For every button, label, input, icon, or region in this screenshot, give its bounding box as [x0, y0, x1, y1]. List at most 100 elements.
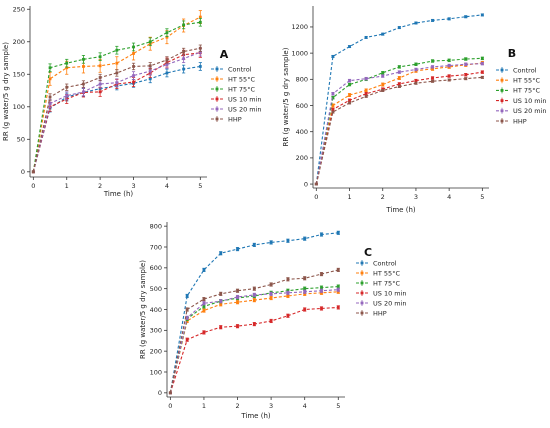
- y-tick-label: 0: [304, 180, 308, 188]
- data-point: [286, 314, 290, 318]
- series-line: [315, 62, 483, 185]
- data-point: [198, 15, 202, 19]
- series-line: [315, 71, 483, 185]
- x-tick-label: 5: [480, 193, 484, 201]
- legend-label: US 20 min: [228, 105, 262, 113]
- data-point: [381, 83, 385, 86]
- y-tick-label: 1200: [291, 23, 308, 31]
- data-point: [381, 32, 385, 36]
- x-axis-title: Time (h): [240, 412, 271, 420]
- data-point: [269, 292, 273, 296]
- data-point: [286, 289, 290, 293]
- data-point: [132, 80, 135, 84]
- data-point: [198, 46, 202, 50]
- series-ht-55-c: [31, 10, 202, 174]
- y-tick-label: 500: [150, 285, 162, 293]
- legend-swatch-marker: [215, 117, 219, 121]
- data-point: [185, 294, 189, 298]
- data-point: [65, 94, 69, 98]
- x-tick-label: 4: [447, 193, 451, 201]
- y-axis-title: RR (g water/5 g dry sample): [282, 47, 290, 146]
- data-point: [269, 241, 273, 244]
- data-point: [348, 45, 351, 48]
- data-point: [364, 94, 368, 98]
- data-point: [381, 71, 385, 75]
- data-point: [320, 233, 323, 236]
- data-point: [219, 292, 223, 296]
- data-point: [336, 306, 340, 309]
- legend-item: HHP: [356, 309, 387, 317]
- data-point: [236, 289, 239, 293]
- series-ht-75-c: [31, 17, 202, 174]
- legend-item: US 10 min: [496, 97, 547, 105]
- legend-item: US 20 min: [496, 107, 547, 115]
- data-point: [464, 15, 468, 19]
- legend: Control HT 55°C HT 75°C US 10 min US 20 min H…: [496, 66, 547, 125]
- legend-swatch-marker: [360, 271, 364, 275]
- data-point: [397, 82, 401, 86]
- y-tick-label: 50: [17, 136, 25, 144]
- data-point: [431, 79, 434, 83]
- data-point: [98, 55, 102, 59]
- data-point: [115, 48, 119, 52]
- data-point: [286, 291, 290, 295]
- legend-swatch-marker: [500, 99, 504, 102]
- series-us-20-min: [168, 287, 340, 395]
- data-point: [480, 70, 484, 74]
- series-line: [169, 306, 339, 393]
- series-line: [315, 63, 483, 185]
- series-line: [169, 291, 339, 393]
- x-tick-label: 4: [303, 402, 307, 410]
- legend-label: HT 75°C: [513, 87, 540, 95]
- series-line: [169, 289, 339, 393]
- data-point: [202, 268, 206, 272]
- data-point: [236, 300, 239, 304]
- legend-label: HHP: [228, 115, 242, 123]
- data-point: [98, 90, 102, 94]
- y-tick-label: 0: [21, 168, 25, 176]
- y-tick-label: 250: [13, 6, 25, 14]
- legend-swatch-marker: [500, 68, 504, 72]
- data-point: [252, 243, 256, 247]
- y-tick-label: 400: [296, 128, 308, 136]
- data-point: [132, 45, 135, 49]
- legend-swatch-marker: [360, 281, 364, 285]
- data-point: [65, 61, 69, 65]
- y-tick-label: 700: [150, 243, 162, 251]
- panel-letter: B: [508, 47, 516, 60]
- panel-letter: C: [364, 246, 372, 259]
- data-point: [336, 285, 340, 288]
- legend-item: HT 55°C: [496, 77, 540, 85]
- data-point: [236, 295, 239, 299]
- series-us-10-min: [168, 305, 340, 395]
- y-tick-label: 600: [150, 264, 162, 272]
- data-point: [397, 26, 401, 30]
- data-point: [185, 319, 189, 323]
- data-point: [480, 13, 484, 17]
- series-hhp: [31, 44, 202, 174]
- data-point: [303, 292, 307, 296]
- legend-swatch-marker: [215, 67, 219, 71]
- data-point: [165, 35, 169, 39]
- legend-label: US 10 min: [513, 97, 547, 105]
- y-tick-label: 300: [150, 327, 162, 335]
- data-point: [182, 57, 186, 61]
- series-line: [169, 286, 339, 393]
- data-point: [464, 57, 468, 61]
- data-point: [331, 110, 335, 114]
- data-point: [198, 20, 202, 24]
- data-point: [431, 76, 434, 80]
- x-tick-label: 5: [198, 182, 202, 190]
- series-line: [315, 76, 483, 185]
- legend-item: HT 55°C: [211, 75, 255, 83]
- data-point: [303, 287, 307, 291]
- legend-swatch-marker: [360, 301, 364, 305]
- legend-item: US 10 min: [356, 289, 407, 297]
- data-point: [252, 322, 256, 326]
- data-point: [269, 283, 273, 286]
- data-point: [82, 82, 85, 86]
- data-point: [202, 331, 206, 334]
- x-tick-label: 2: [235, 402, 239, 410]
- x-axis-title: Time (h): [385, 206, 416, 214]
- data-point: [148, 40, 152, 44]
